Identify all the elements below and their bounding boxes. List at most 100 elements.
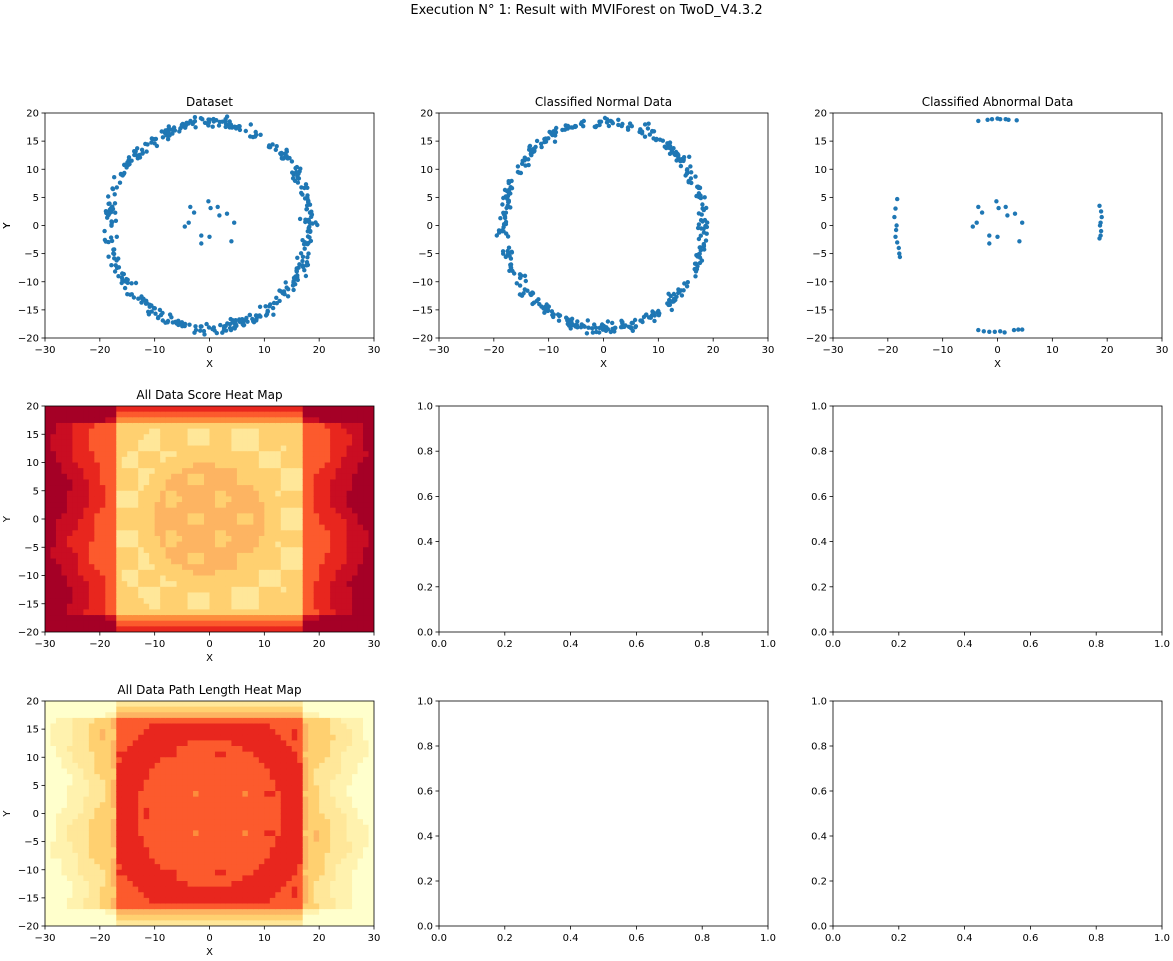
data-point <box>155 315 161 321</box>
heat-cell <box>165 598 172 605</box>
heat-cell <box>154 496 161 503</box>
heat-cell <box>341 507 348 514</box>
heat-cell <box>291 558 298 565</box>
heat-cell <box>110 858 117 865</box>
heat-cell <box>116 864 123 871</box>
heat-cell <box>286 496 293 503</box>
heat-cell <box>220 547 227 554</box>
heat-cell <box>264 609 271 616</box>
heat-cell <box>138 779 145 786</box>
heat-cell <box>127 434 134 441</box>
heat-cell <box>225 502 233 509</box>
heat-cell <box>121 479 128 486</box>
heat-cell <box>77 513 84 520</box>
heat-cell <box>165 768 172 775</box>
heat-cell <box>45 428 52 435</box>
heat-cell <box>61 434 68 441</box>
heat-cell <box>66 417 74 424</box>
heat-cell <box>269 490 276 497</box>
heat-cell <box>121 535 128 543</box>
heat-cell <box>121 774 128 781</box>
heat-cell <box>176 920 183 926</box>
heat-cell <box>209 830 216 837</box>
heat-cell <box>247 513 254 520</box>
heat-cell <box>110 406 117 413</box>
heat-cell <box>209 462 216 469</box>
heat-cell <box>182 581 189 588</box>
heat-cell <box>77 434 84 441</box>
heat-cell <box>121 813 128 820</box>
heat-cell <box>165 456 172 464</box>
heat-cell <box>132 847 139 854</box>
heat-cell <box>236 847 243 854</box>
heat-cell <box>209 768 216 775</box>
heat-cell <box>127 746 134 753</box>
heat-cell <box>171 581 178 588</box>
heat-cell <box>280 564 287 571</box>
heat-cell <box>149 598 156 605</box>
heat-cell <box>176 502 183 509</box>
heat-cell <box>160 564 167 571</box>
heat-cell <box>50 892 57 899</box>
heat-cell <box>236 569 243 577</box>
heat-cell <box>132 473 139 481</box>
heat-cell <box>176 530 183 537</box>
heat-cell <box>368 615 374 622</box>
heat-cell <box>193 558 200 565</box>
heat-cell <box>187 796 194 803</box>
y-tick-label: 0.0 <box>811 628 827 639</box>
heat-cell <box>182 706 189 713</box>
heat-cell <box>94 869 101 876</box>
heat-cell <box>132 858 139 865</box>
heat-cell <box>72 701 79 708</box>
heat-cell <box>132 807 139 815</box>
heat-cell <box>225 581 233 588</box>
heat-cell <box>253 592 260 599</box>
heat-cell <box>275 406 282 413</box>
heat-cell <box>83 569 90 577</box>
heat-cell <box>165 473 172 481</box>
heat-cell <box>94 626 101 632</box>
heat-cell <box>121 428 128 435</box>
heat-cell <box>105 586 112 594</box>
heat-cell <box>77 473 84 481</box>
data-point <box>157 307 163 313</box>
heat-cell <box>214 552 222 560</box>
heat-cell <box>209 897 216 905</box>
heat-cell <box>313 519 320 526</box>
heat-cell <box>187 620 194 627</box>
heat-cell <box>291 603 298 610</box>
heat-cell <box>247 723 254 730</box>
heat-cell <box>242 847 249 854</box>
heat-cell <box>176 892 183 899</box>
heat-cell <box>110 903 117 910</box>
heat-cell <box>313 422 320 430</box>
heat-cell <box>171 903 178 910</box>
heat-cell <box>127 603 134 610</box>
data-point <box>307 220 313 226</box>
heat-cell <box>335 603 342 610</box>
heat-cell <box>231 914 238 921</box>
heat-cell <box>297 439 304 447</box>
heat-cell <box>72 897 79 905</box>
heat-cell <box>269 473 276 481</box>
heat-cell <box>110 802 117 809</box>
heat-cell <box>236 462 243 469</box>
heat-cell <box>138 428 145 435</box>
heat-cell <box>214 609 222 616</box>
heat-cell <box>225 886 233 893</box>
heat-cell <box>171 892 178 899</box>
heat-cell <box>105 513 112 520</box>
heat-cell <box>94 729 101 736</box>
heat-cell <box>231 869 238 876</box>
heat-cell <box>220 479 227 486</box>
heat-cell <box>149 445 156 452</box>
heat-cell <box>297 569 304 577</box>
heat-cell <box>275 513 282 520</box>
heat-cell <box>176 547 183 554</box>
heat-cell <box>209 864 216 871</box>
heat-cell <box>94 434 101 441</box>
heat-cell <box>198 864 205 871</box>
heat-cell <box>66 586 74 594</box>
heat-cell <box>143 886 150 893</box>
